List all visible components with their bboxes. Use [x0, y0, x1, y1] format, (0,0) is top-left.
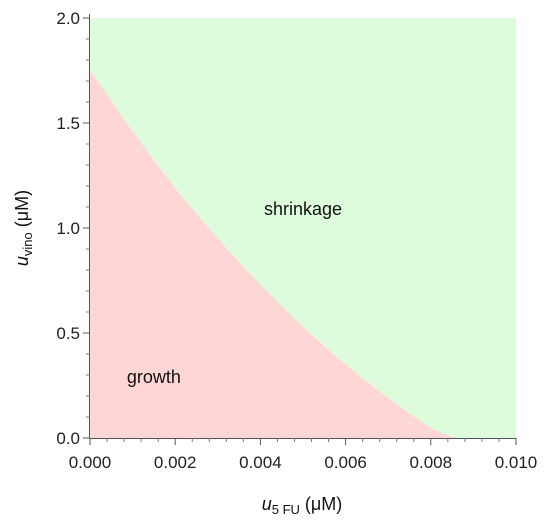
x-tick-label: 0.006 [324, 453, 367, 472]
y-tick-label: 2.0 [56, 9, 80, 28]
x-axis-title-unit: (μM) [305, 494, 342, 514]
region-label-shrinkage: shrinkage [264, 199, 342, 219]
x-axis-title-sub: 5 FU [272, 502, 300, 517]
axes: 0.000 0.002 0.004 0.006 0.008 0.010 0.0 0.5 1.0… [56, 9, 537, 472]
y-tick-label: 1.0 [56, 219, 80, 238]
y-axis-title-sub: vino [20, 232, 35, 256]
x-tick-label: 0.008 [410, 453, 453, 472]
y-axis-title-main: u [12, 256, 32, 266]
x-tick-label: 0.010 [495, 453, 538, 472]
plot-area [90, 18, 516, 438]
x-ticks: 0.000 0.002 0.004 0.006 0.008 0.010 [69, 438, 538, 472]
x-tick-label: 0.002 [154, 453, 197, 472]
region-label-growth: growth [127, 367, 181, 387]
y-axis-title: uvino (μM) [12, 190, 35, 266]
x-axis-title: u5 FU (μM) [262, 494, 343, 517]
y-tick-label: 0.0 [56, 429, 80, 448]
y-tick-label: 0.5 [56, 324, 80, 343]
y-ticks: 0.0 0.5 1.0 1.5 2.0 [56, 9, 90, 448]
y-tick-label: 1.5 [56, 114, 80, 133]
y-axis-title-unit: (μM) [12, 190, 32, 227]
x-axis-title-main: u [262, 494, 272, 514]
region-growth [90, 70, 457, 438]
x-tick-label: 0.004 [239, 453, 282, 472]
x-tick-label: 0.000 [69, 453, 112, 472]
